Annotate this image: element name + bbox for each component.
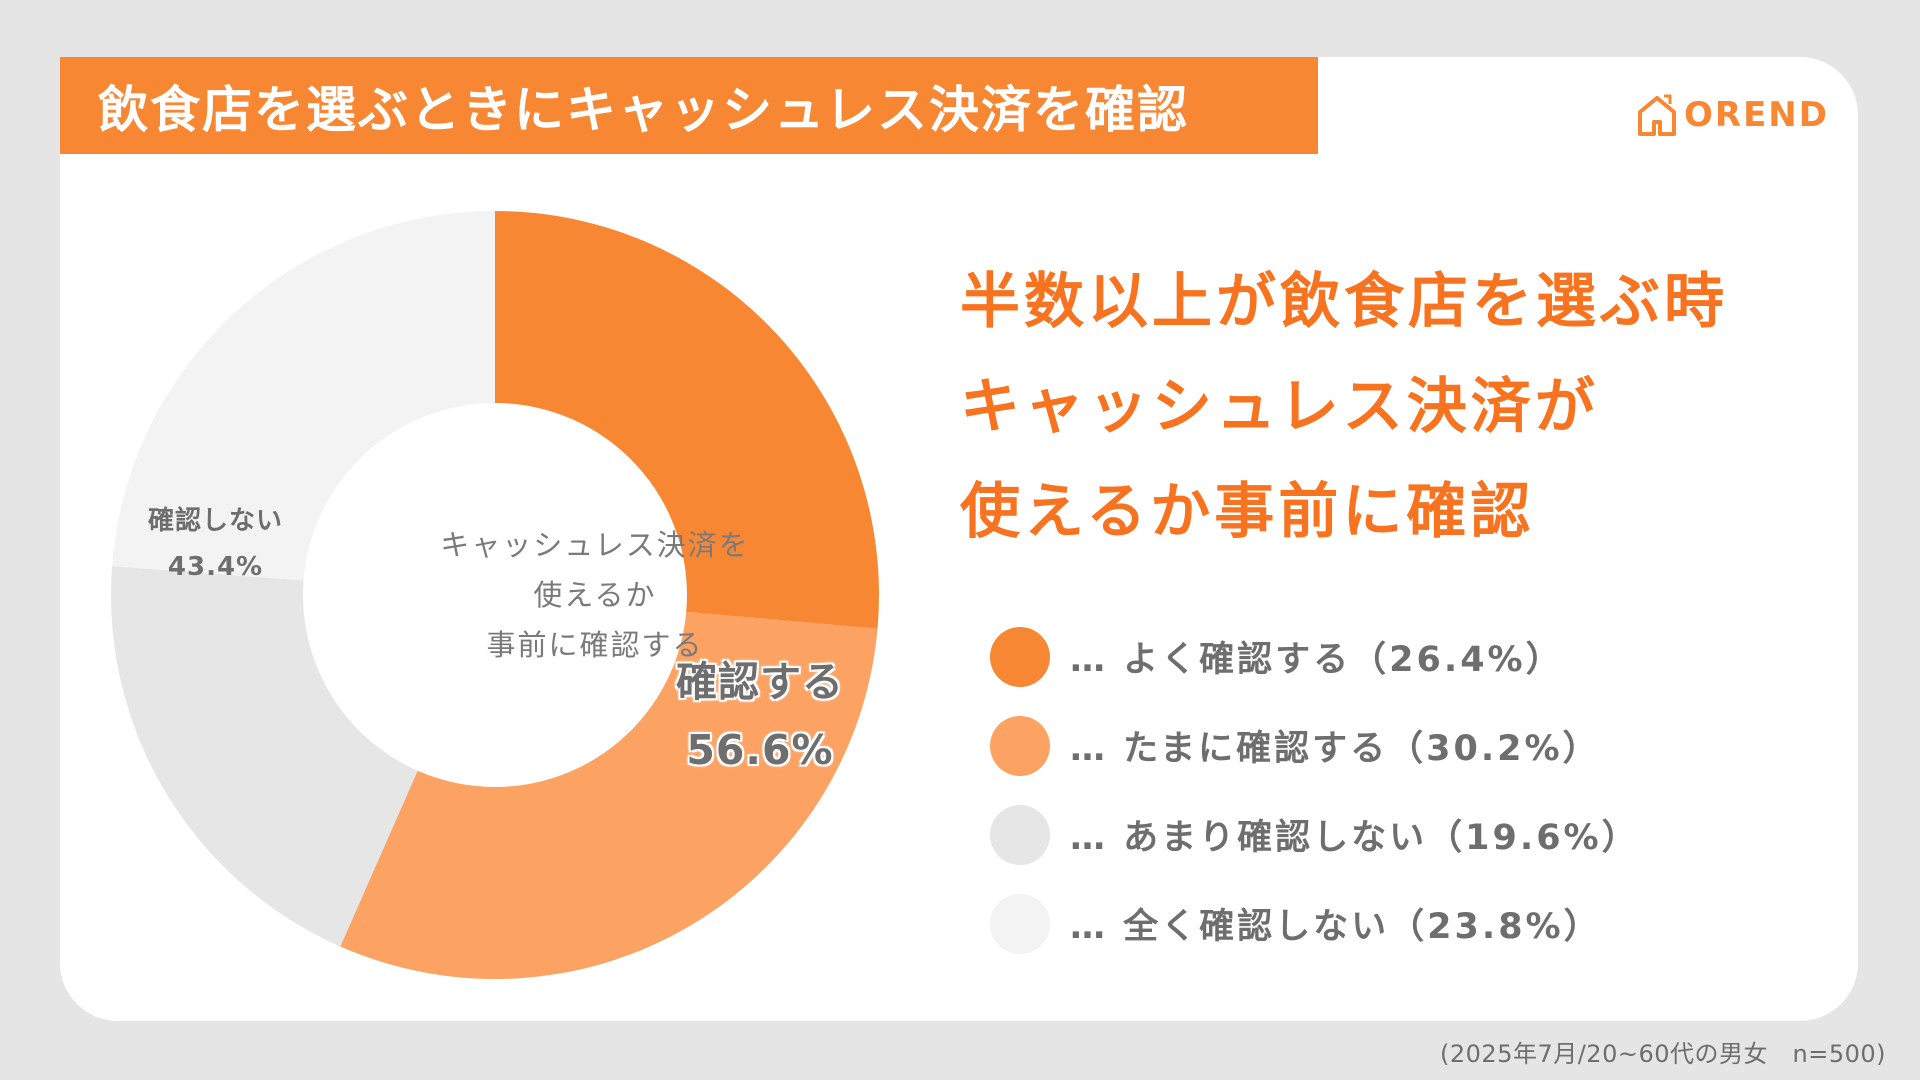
headline-line3: 使えるか事前に確認 — [960, 477, 1535, 547]
legend-label-often: … よく確認する（26.4%） — [1070, 640, 1564, 680]
headline-line1: 半数以上が飲食店を選ぶ時 — [960, 267, 1728, 337]
brand-logo: OREND — [1636, 90, 1829, 140]
slice-sometimes — [340, 611, 878, 979]
legend-swatch-often — [990, 626, 1050, 687]
legend-label-rarely: … あまり確認しない（19.6%） — [1070, 818, 1640, 858]
group-label-confirm-value: 56.6% — [686, 726, 834, 774]
donut-center-line3: 事前に確認する — [486, 628, 704, 662]
legend: … よく確認する（26.4%） … たまに確認する（30.2%） … あまり確認… — [990, 612, 1640, 968]
legend-item-often: … よく確認する（26.4%） — [990, 612, 1640, 701]
group-label-not-confirm-text: 確認しない — [147, 506, 283, 536]
group-label-not-confirm-value: 43.4% — [167, 552, 264, 582]
donut-center-line2: 使えるか — [533, 578, 657, 612]
legend-swatch-never — [990, 893, 1050, 954]
legend-label-never: … 全く確認しない（23.8%） — [1070, 907, 1602, 947]
donut-svg — [110, 211, 879, 979]
group-label-not-confirm: 確認しない 43.4% — [118, 498, 313, 590]
headline: 半数以上が飲食店を選ぶ時 キャッシュレス決済が 使えるか事前に確認 — [960, 250, 1840, 565]
group-label-confirm: 確認する 56.6% — [640, 648, 880, 784]
legend-item-never: … 全く確認しない（23.8%） — [990, 879, 1640, 968]
donut-center-text: キャッシュレス決済を 使えるか 事前に確認する — [400, 520, 790, 670]
slice-often — [495, 211, 879, 629]
page-title: 飲食店を選ぶときにキャッシュレス決済を確認 — [60, 57, 1318, 154]
footnote: (2025年7月/20~60代の男女 n=500) — [1440, 1040, 1886, 1068]
donut-center-line1: キャッシュレス決済を — [440, 528, 750, 562]
legend-item-rarely: … あまり確認しない（19.6%） — [990, 790, 1640, 879]
legend-swatch-rarely — [990, 804, 1050, 865]
headline-line2: キャッシュレス決済が — [960, 372, 1599, 442]
slice-never — [112, 211, 496, 581]
brand-name: OREND — [1684, 95, 1829, 135]
legend-swatch-sometimes — [990, 715, 1050, 776]
group-label-confirm-text: 確認する — [676, 658, 844, 706]
donut-chart: キャッシュレス決済を 使えるか 事前に確認する — [100, 200, 890, 990]
house-icon — [1638, 94, 1676, 136]
legend-item-sometimes: … たまに確認する（30.2%） — [990, 701, 1640, 790]
legend-label-sometimes: … たまに確認する（30.2%） — [1070, 729, 1601, 769]
slice-rarely — [110, 566, 418, 947]
